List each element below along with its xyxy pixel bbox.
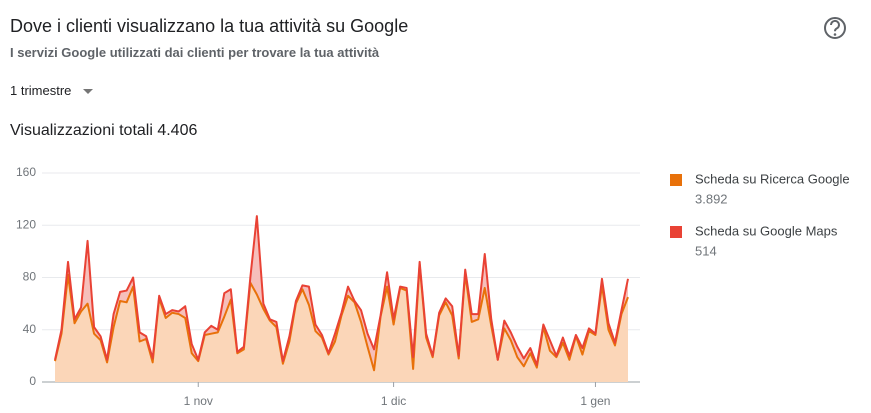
help-glyph[interactable] <box>829 19 840 32</box>
x-tick-label: 1 dic <box>381 394 406 408</box>
area <box>55 264 628 382</box>
y-tick-label: 160 <box>16 165 36 179</box>
period-label[interactable]: 1 trimestre <box>10 83 72 98</box>
line <box>54 215 629 367</box>
y-tick-label: 80 <box>23 270 37 284</box>
legend-swatch <box>670 174 682 186</box>
legend-label: Scheda su Ricerca Google <box>695 171 850 186</box>
y-tick-label: 0 <box>29 374 36 388</box>
y-tick-label: 40 <box>23 322 37 336</box>
title: Dove i clienti visualizzano la tua attiv… <box>10 16 409 36</box>
x-tick-label: 1 nov <box>184 394 213 408</box>
help-dot[interactable] <box>833 33 837 36</box>
legend-total: 514 <box>695 243 717 258</box>
help-circle[interactable] <box>824 17 846 39</box>
x-tick-label: 1 gen <box>580 394 610 408</box>
dropdown-arrow[interactable] <box>83 89 94 95</box>
help-icon[interactable] <box>824 17 846 39</box>
y-tick-label: 120 <box>16 217 36 231</box>
legend-total: 3.892 <box>695 191 728 206</box>
total-views: Visualizzazioni totali 4.406 <box>10 122 198 139</box>
legend-label: Scheda su Google Maps <box>695 223 838 238</box>
period-dropdown[interactable]: 1 trimestre <box>10 83 94 98</box>
legend-swatch <box>670 226 682 238</box>
subtitle: I servizi Google utilizzati dai clienti … <box>10 45 380 60</box>
